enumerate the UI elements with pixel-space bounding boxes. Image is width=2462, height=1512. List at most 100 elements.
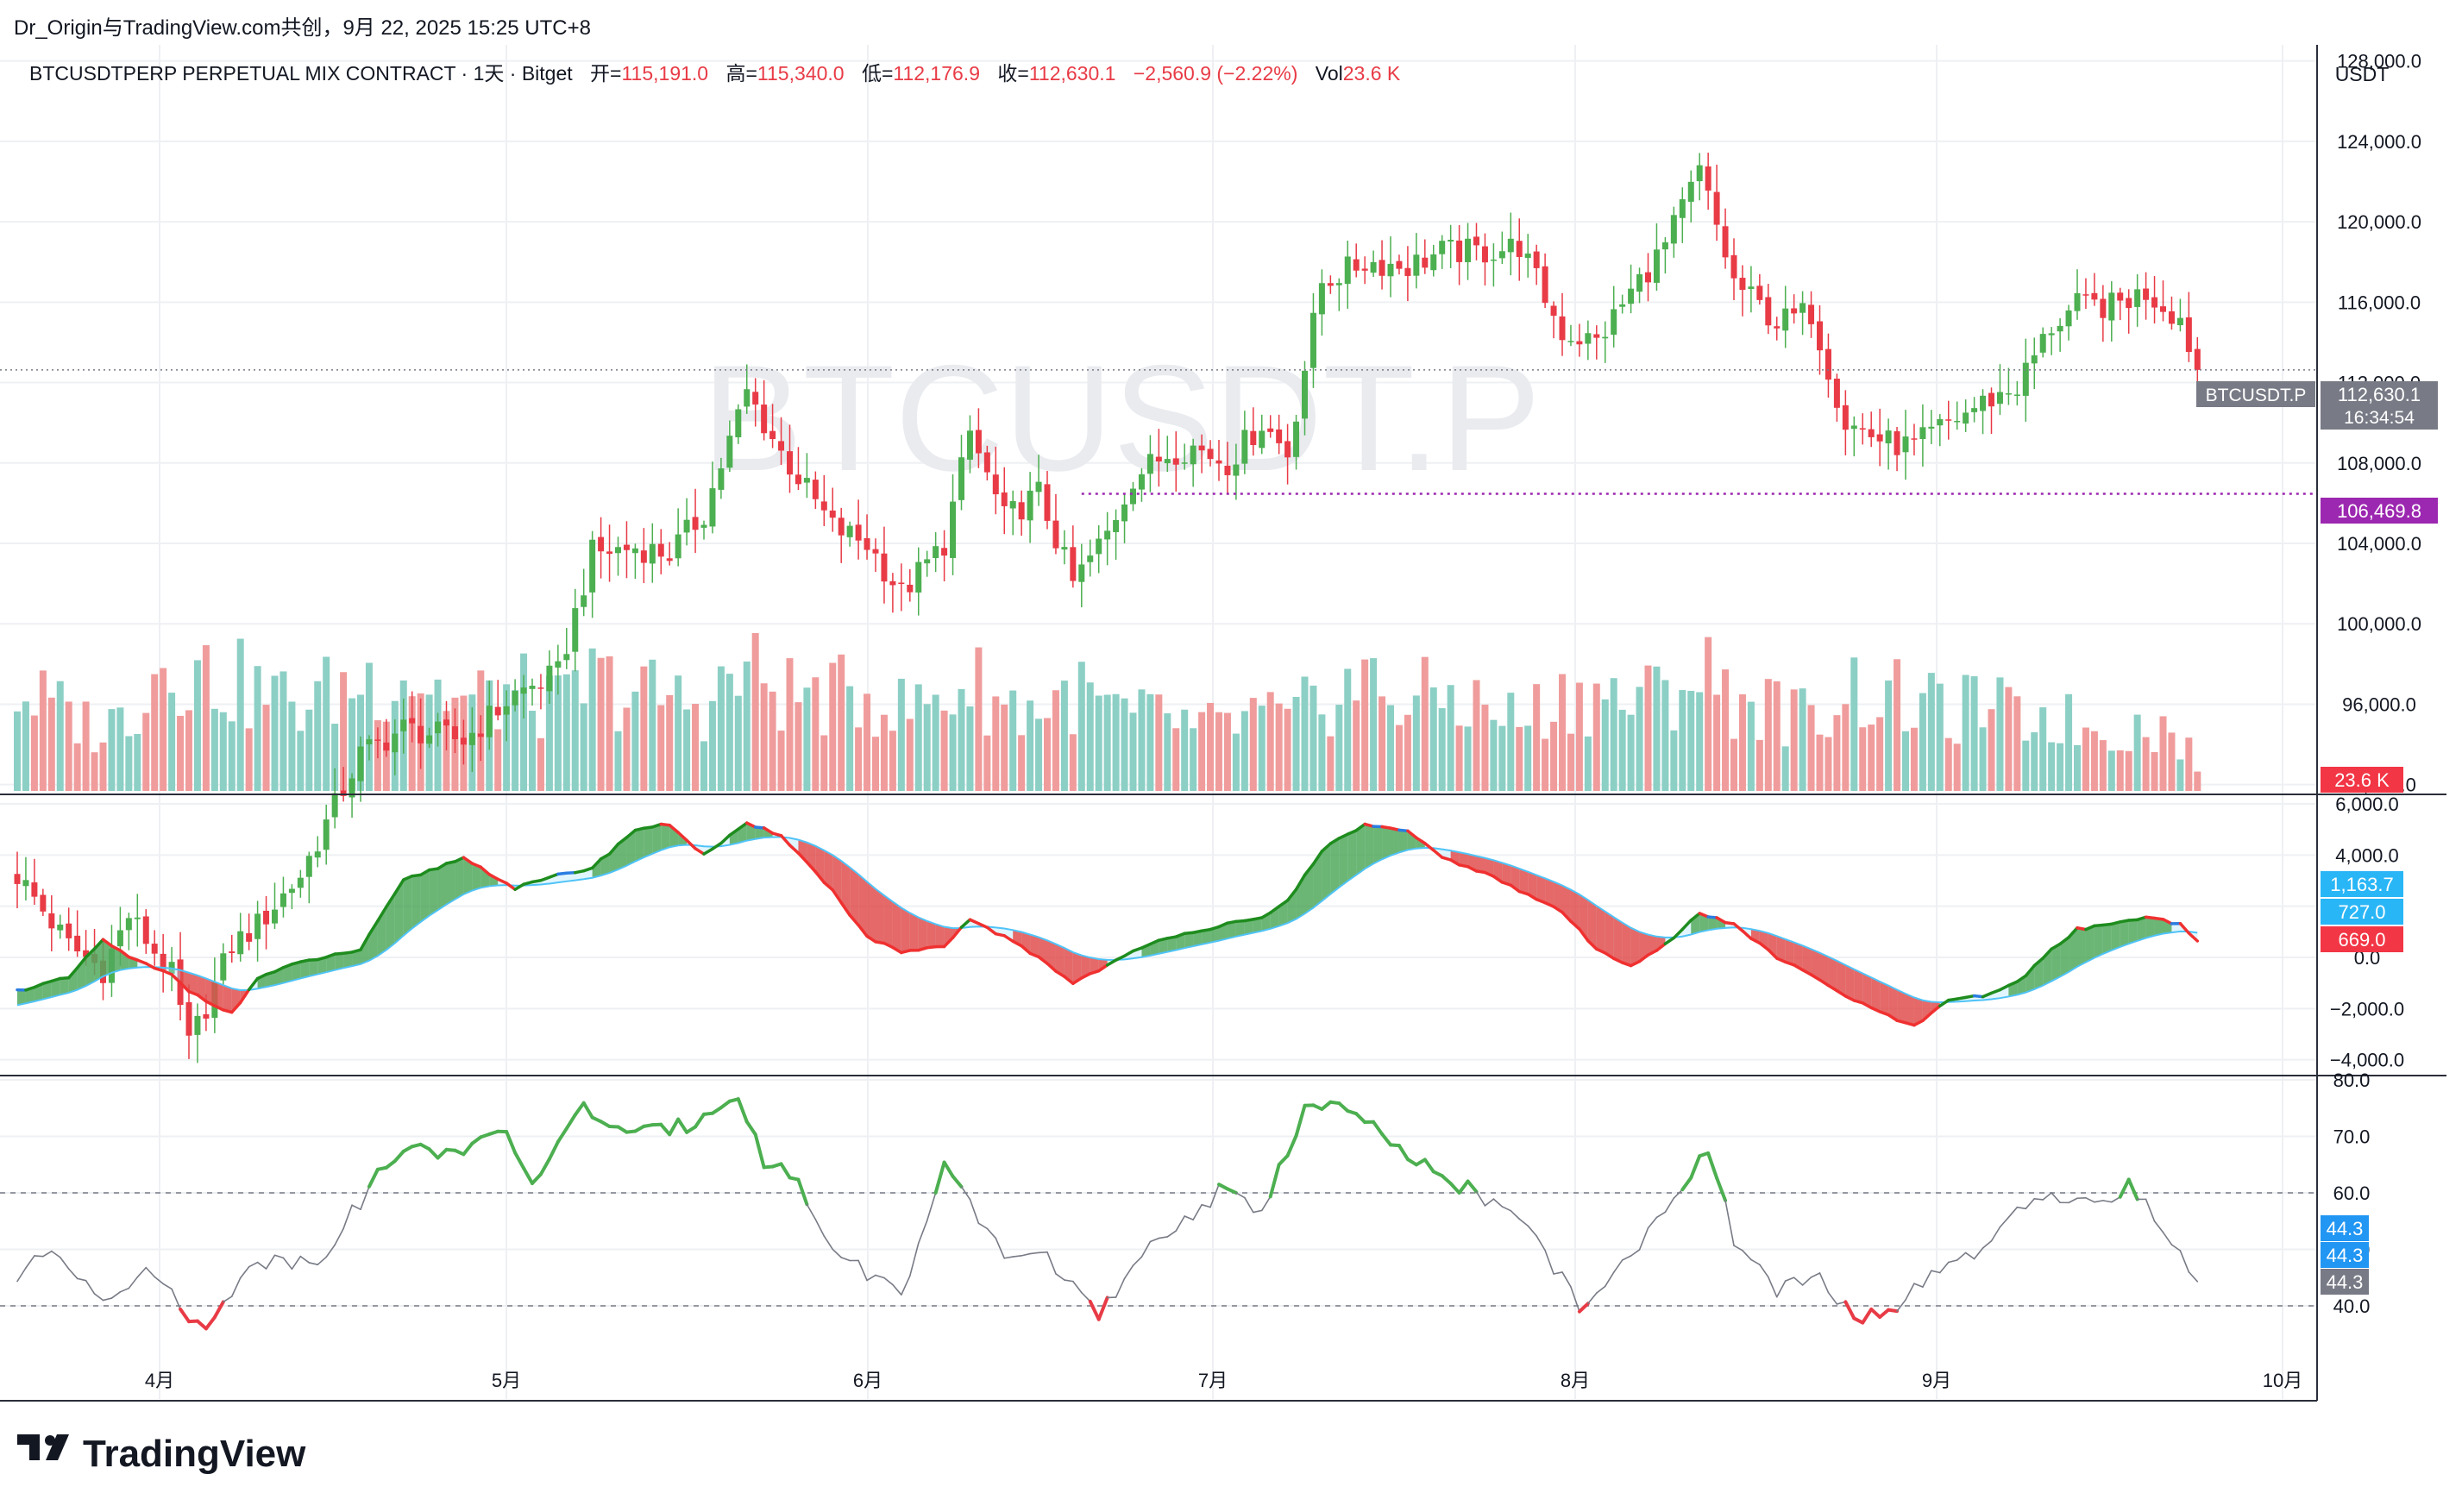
rsi-tag-2[interactable]: 44.3 bbox=[2321, 1242, 2369, 1268]
osc-bear-fill bbox=[1871, 977, 1880, 1012]
candle-body bbox=[933, 546, 939, 558]
candle-body bbox=[1645, 273, 1651, 283]
candle-body bbox=[856, 524, 862, 540]
volume-bar bbox=[761, 683, 768, 791]
candle-body bbox=[315, 851, 321, 857]
candle-body bbox=[1319, 283, 1325, 314]
volume-tag[interactable]: 23.6 K bbox=[2321, 767, 2403, 793]
candle-body bbox=[2023, 363, 2029, 396]
volume-bar bbox=[2048, 743, 2055, 791]
osc-bull-fill bbox=[2155, 918, 2164, 935]
candle-body bbox=[1611, 309, 1617, 335]
candle-body bbox=[1593, 334, 1599, 337]
candle-body bbox=[1199, 446, 1205, 451]
volume-bar bbox=[83, 701, 90, 791]
volume-bar bbox=[1996, 677, 2003, 791]
candle-body bbox=[246, 933, 252, 942]
volume-bar bbox=[1868, 725, 1875, 791]
volume-bar bbox=[1018, 735, 1025, 791]
osc-bear-fill bbox=[867, 881, 876, 942]
candle-body bbox=[1061, 547, 1067, 549]
rsi-tag-3[interactable]: 44.3 bbox=[2321, 1269, 2369, 1295]
candle-body bbox=[1422, 258, 1428, 268]
candle-body bbox=[521, 687, 527, 693]
volume-bar bbox=[572, 670, 579, 791]
osc-tick-label: −4,000.0 bbox=[2330, 1050, 2404, 1071]
volume-bar bbox=[1061, 681, 1068, 791]
volume-bar bbox=[1481, 705, 1488, 791]
volume-bar bbox=[855, 727, 862, 791]
last-price-tag[interactable]: 112,630.1 16:34:54 bbox=[2321, 381, 2438, 430]
candle-body bbox=[1508, 239, 1514, 253]
volume-bar bbox=[666, 695, 673, 791]
volume-bar bbox=[529, 711, 536, 791]
rsi-tag-1-text: 44.3 bbox=[2327, 1218, 2364, 1239]
volume-bar bbox=[1791, 689, 1798, 791]
level-price-tag[interactable]: 106,469.8 bbox=[2321, 498, 2438, 524]
candle-body bbox=[615, 547, 621, 553]
osc-tag-2[interactable]: 727.0 bbox=[2321, 899, 2403, 925]
rsi-tag-1[interactable]: 44.3 bbox=[2321, 1215, 2369, 1241]
candle-body bbox=[563, 654, 569, 660]
candle-body bbox=[2186, 317, 2192, 352]
candle-body bbox=[530, 686, 536, 689]
symbol-price-tag[interactable]: BTCUSDT.P bbox=[2196, 381, 2315, 407]
osc-bear-fill bbox=[910, 913, 919, 950]
volume-bar bbox=[1611, 678, 1617, 791]
volume-bar bbox=[889, 731, 896, 791]
candle-body bbox=[383, 743, 389, 750]
volume-bar bbox=[649, 660, 656, 791]
volume-bar bbox=[1121, 699, 1128, 791]
volume-bar bbox=[631, 692, 638, 791]
candle-body bbox=[74, 936, 80, 951]
volume-bar bbox=[864, 693, 870, 791]
volume-bar bbox=[1894, 659, 1900, 791]
osc-tag-3[interactable]: 669.0 bbox=[2321, 926, 2403, 952]
candle-body bbox=[1233, 465, 1239, 476]
volume-bar bbox=[1498, 726, 1505, 791]
candle-body bbox=[2032, 355, 2038, 363]
candle-body bbox=[1937, 419, 1943, 425]
volume-bar bbox=[297, 731, 304, 791]
candle-body bbox=[2075, 293, 2081, 311]
candle-body bbox=[1903, 436, 1909, 452]
candle-body bbox=[1919, 427, 1925, 439]
volume-bar bbox=[1748, 702, 1755, 791]
osc-bull-fill bbox=[635, 828, 644, 861]
osc-bear-fill bbox=[1880, 982, 1888, 1015]
volume-bar bbox=[1516, 727, 1523, 791]
volume-bar bbox=[1765, 679, 1772, 791]
time-tick-label: 9月 bbox=[1922, 1370, 1951, 1391]
candle-body bbox=[1371, 262, 1377, 273]
volume-bar bbox=[142, 713, 149, 791]
osc-tag-1[interactable]: 1,163.7 bbox=[2321, 871, 2403, 897]
volume-bar bbox=[1396, 725, 1403, 791]
volume-bar bbox=[1808, 705, 1815, 791]
volume-bar bbox=[794, 702, 801, 791]
candle-body bbox=[1602, 337, 1608, 339]
candle-body bbox=[1388, 264, 1394, 276]
volume-bar bbox=[1876, 717, 1883, 791]
volume-bar bbox=[1850, 657, 1857, 791]
volume-bar bbox=[992, 696, 999, 791]
candle-body bbox=[2006, 393, 2012, 395]
candle-body bbox=[461, 737, 467, 744]
volume-bar bbox=[100, 743, 107, 791]
volume-bar bbox=[1044, 718, 1051, 791]
legend-vol-value: 23.6 K bbox=[1343, 62, 1401, 85]
currency-label[interactable]: USDT bbox=[2335, 63, 2390, 85]
volume-bar bbox=[966, 706, 973, 791]
price-tick-label: 108,000.0 bbox=[2337, 453, 2421, 474]
osc-bull-fill bbox=[1347, 831, 1356, 881]
volume-bar bbox=[1404, 715, 1411, 791]
candle-body bbox=[2082, 294, 2088, 296]
candle-body bbox=[546, 666, 552, 692]
volume-bar bbox=[1027, 700, 1033, 791]
volume-bar bbox=[1559, 674, 1566, 791]
osc-tag-2-text: 727.0 bbox=[2338, 901, 2385, 923]
volume-bar bbox=[177, 716, 184, 791]
volume-bar bbox=[1224, 713, 1231, 791]
volume-bar bbox=[709, 701, 716, 791]
time-tick-label: 7月 bbox=[1198, 1370, 1228, 1391]
